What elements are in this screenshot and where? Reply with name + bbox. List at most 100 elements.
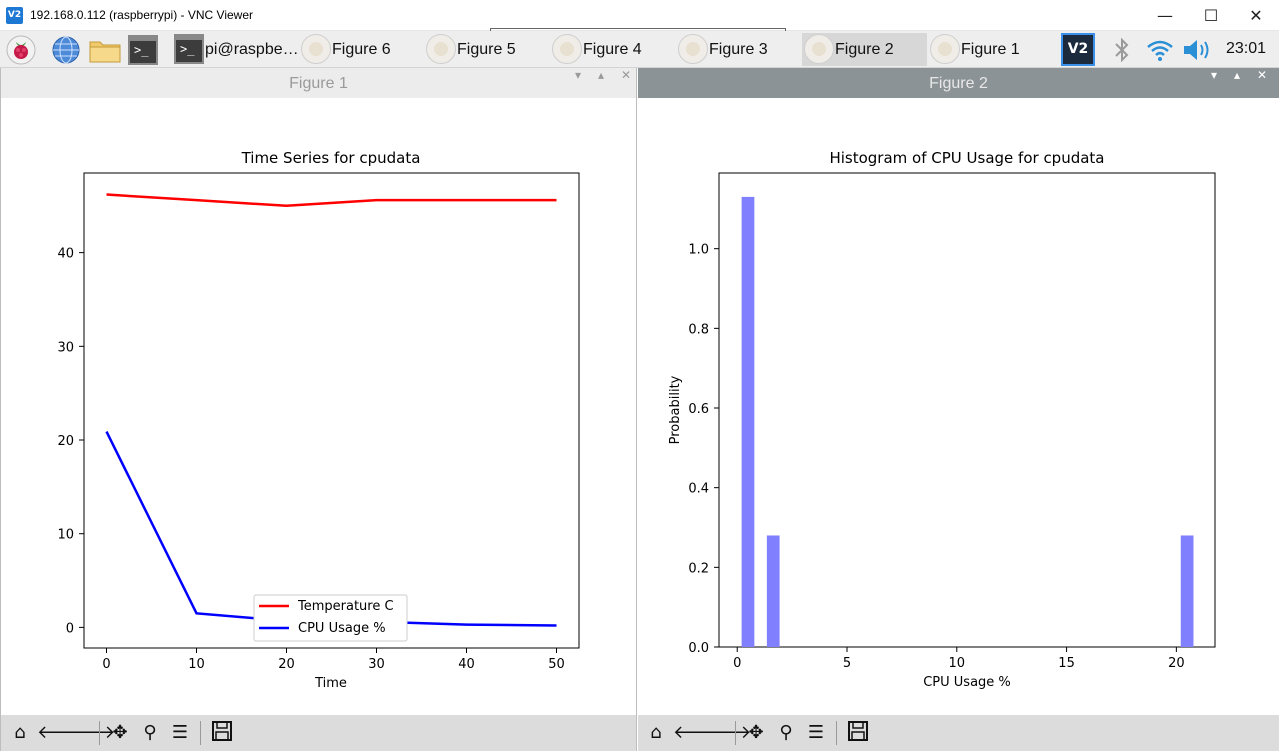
y-tick-label: 40 [57, 247, 74, 262]
figure-2-window: Figure 2 ▾ ▴ ✕ Histogram of CPU Usage fo… [638, 68, 1279, 751]
histogram-bar [766, 535, 780, 647]
toolbar-divider [836, 721, 837, 745]
window-title: Figure 1 [289, 75, 348, 92]
terminal-icon: >_ [174, 34, 204, 64]
task-label: Figure 4 [583, 41, 642, 58]
chevron-up-icon[interactable]: ▴ [598, 68, 605, 82]
x-tick-label: 0 [102, 657, 110, 672]
y-tick-label: 0.6 [688, 402, 709, 417]
figure-1-window: Figure 1 ▾ ▴ ✕ Time Series for cpudata 0… [0, 68, 637, 751]
chevron-up-icon[interactable]: ▴ [1234, 68, 1241, 82]
y-tick-label: 0 [66, 621, 74, 636]
home-icon[interactable]: ⌂ [14, 722, 26, 743]
y-tick-label: 20 [57, 434, 74, 449]
x-tick-label: 20 [1168, 656, 1185, 671]
x-tick-label: 30 [368, 657, 385, 672]
y-tick-label: 0.8 [688, 322, 709, 337]
chart-title: Histogram of CPU Usage for cpudata [829, 149, 1104, 167]
task-label: Figure 5 [457, 41, 516, 58]
pan-icon[interactable]: ✥ [112, 722, 128, 743]
window-title: Figure 2 [929, 75, 988, 92]
vnc-server-tray-icon[interactable]: V2 [1061, 33, 1095, 66]
task-terminal[interactable]: >_ pi@raspbe… [172, 33, 299, 66]
vnc-title-bar[interactable]: V2 192.168.0.112 (raspberrypi) - VNC Vie… [0, 0, 1279, 32]
x-tick-label: 20 [278, 657, 295, 672]
web-browser-icon[interactable] [51, 35, 81, 65]
raspberry-menu-icon[interactable] [6, 35, 36, 65]
forward-icon[interactable]: 🡒 [67, 722, 116, 743]
zoom-icon[interactable]: ⚲ [143, 722, 157, 743]
y-tick-label: 0.0 [688, 641, 709, 656]
vnc-toolbar-handle[interactable] [490, 28, 786, 32]
y-axis-label: Probability [668, 375, 683, 444]
close-button[interactable]: ✕ [1249, 6, 1263, 25]
task-figure-2[interactable]: Figure 2 [802, 33, 927, 66]
task-figure-4[interactable]: Figure 4 [550, 33, 672, 66]
figure-2-titlebar[interactable]: Figure 2 ▾ ▴ ✕ [638, 68, 1279, 98]
x-tick-label: 10 [949, 656, 966, 671]
toolbar-divider [735, 721, 736, 745]
toolbar-divider [200, 721, 201, 745]
task-label: Figure 6 [332, 41, 391, 58]
y-tick-label: 10 [57, 528, 74, 543]
temperature-series-line [106, 193, 557, 208]
chevron-down-icon[interactable]: ▾ [575, 68, 582, 82]
x-tick-label: 50 [548, 657, 565, 672]
configure-icon[interactable]: ☰ [807, 722, 825, 743]
histogram-bar [741, 196, 755, 647]
y-tick-label: 30 [57, 340, 74, 355]
volume-icon[interactable] [1181, 35, 1211, 65]
histogram-bar [1180, 535, 1194, 647]
x-axis-label: Time [314, 676, 347, 691]
close-icon[interactable]: ✕ [621, 68, 632, 82]
back-icon[interactable]: 🡐 [673, 722, 722, 743]
figure-1-toolbar: ⌂ 🡐 🡒 ✥ ⚲ ☰ [1, 715, 636, 751]
task-figure-3[interactable]: Figure 3 [676, 33, 798, 66]
matplotlib-icon [426, 34, 456, 64]
time-series-chart[interactable]: Time Series for cpudata 0 10 20 30 40 50 0 10 2… [1, 98, 638, 715]
terminal-icon[interactable]: >_ [128, 35, 158, 65]
plot-area [83, 172, 580, 649]
save-icon[interactable] [209, 720, 235, 746]
task-figure-5[interactable]: Figure 5 [424, 33, 546, 66]
file-manager-icon[interactable] [89, 35, 121, 65]
chevron-down-icon[interactable]: ▾ [1211, 68, 1218, 82]
back-icon[interactable]: 🡐 [37, 722, 86, 743]
task-figure-1[interactable]: Figure 1 [928, 33, 1050, 66]
y-tick-label: 0.4 [688, 482, 709, 497]
chart-title: Time Series for cpudata [241, 149, 421, 167]
plot-area [718, 172, 1216, 648]
x-tick-label: 40 [458, 657, 475, 672]
zoom-icon[interactable]: ⚲ [779, 722, 793, 743]
matplotlib-icon [930, 34, 960, 64]
vnc-window-title: 192.168.0.112 (raspberrypi) - VNC Viewer [30, 8, 253, 22]
save-icon[interactable] [845, 720, 871, 746]
maximize-button[interactable]: ☐ [1203, 6, 1219, 25]
bluetooth-icon[interactable] [1110, 35, 1140, 65]
x-tick-label: 5 [843, 656, 851, 671]
configure-icon[interactable]: ☰ [171, 722, 189, 743]
task-label: pi@raspbe… [205, 41, 299, 58]
forward-icon[interactable]: 🡒 [703, 722, 752, 743]
y-tick-label: 1.0 [688, 243, 709, 258]
y-tick-label: 0.2 [688, 561, 709, 576]
figure-1-titlebar[interactable]: Figure 1 ▾ ▴ ✕ [1, 68, 636, 98]
task-figure-6[interactable]: Figure 6 [299, 33, 421, 66]
matplotlib-icon [678, 34, 708, 64]
x-tick-label: 0 [733, 656, 741, 671]
vnc-logo-icon: V2 [6, 7, 23, 24]
legend: Temperature C CPU Usage % [253, 594, 408, 642]
legend-label-temperature: Temperature C [297, 599, 394, 614]
x-axis-label: CPU Usage % [923, 675, 1011, 690]
task-label: Figure 3 [709, 41, 768, 58]
task-label: Figure 1 [961, 41, 1020, 58]
histogram-chart[interactable]: Histogram of CPU Usage for cpudata 0 5 10 1… [638, 98, 1279, 715]
matplotlib-icon [301, 34, 331, 64]
x-tick-label: 10 [188, 657, 205, 672]
close-icon[interactable]: ✕ [1257, 68, 1268, 82]
home-icon[interactable]: ⌂ [650, 722, 662, 743]
pan-icon[interactable]: ✥ [748, 722, 764, 743]
wifi-icon[interactable] [1145, 35, 1175, 65]
minimize-button[interactable]: — [1157, 6, 1173, 25]
clock[interactable]: 23:01 [1226, 40, 1267, 57]
